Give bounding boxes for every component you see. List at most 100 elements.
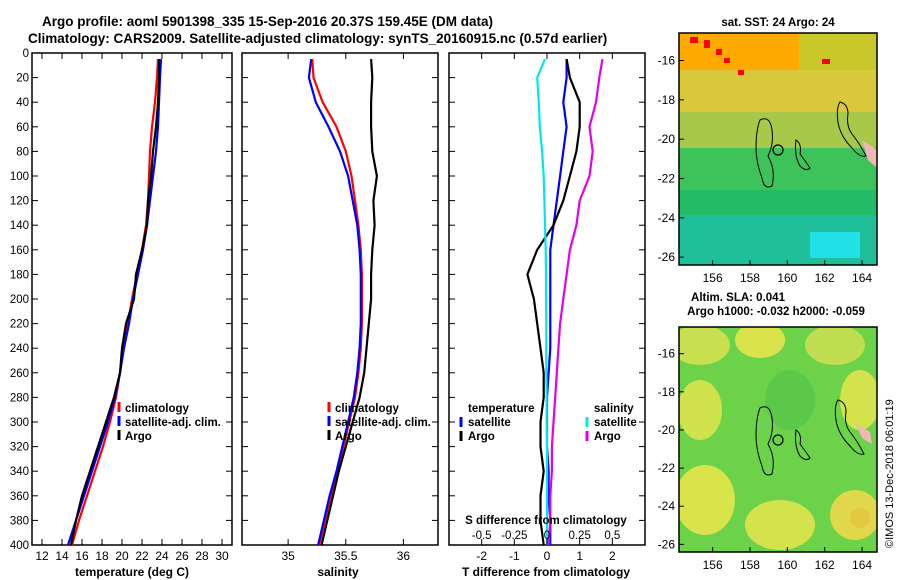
map-sla: Altim. SLA: 0.041 Argo h1000: -0.032 h20… (658, 292, 878, 572)
map-y-tick-label: -26 (658, 537, 676, 551)
temperature-legend-argo: Argo (125, 431, 152, 443)
map-y-tick-label: -18 (658, 385, 676, 399)
sst-hot-spot-5 (822, 59, 830, 64)
map-x-tick-label: 164 (852, 271, 872, 285)
map-x-tick-label: 160 (777, 271, 797, 285)
sst-coast-patch (862, 140, 877, 168)
depth-tick-label: 240 (10, 343, 29, 355)
x-tick-label: 24 (155, 549, 169, 563)
map-y-tick-label: -16 (658, 54, 676, 68)
sst-bathy-contour-2 (836, 101, 867, 157)
depth-tick-label: 180 (10, 269, 29, 281)
map-y-tick-label: -16 (658, 347, 676, 361)
sla-map-subtitle: Argo h1000: -0.032 h2000: -0.059 (687, 306, 865, 318)
map-y-tick-label: -24 (658, 211, 676, 225)
map-y-tick-label: -18 (658, 93, 676, 107)
depth-tick-label: 140 (10, 220, 29, 232)
difference-legend-title-temperature: temperature (468, 403, 534, 415)
map-sst: sat. SST: 24 Argo: 24 15 (658, 17, 878, 285)
temperature-xlabel: temperature (deg C) (75, 565, 189, 579)
sst-hot-spot-6 (738, 70, 744, 75)
map-x-tick-label: 162 (815, 558, 835, 572)
sst-argo-marker (772, 144, 784, 156)
sla-blob-9 (850, 508, 870, 528)
map-x-tick-label: 162 (815, 271, 835, 285)
map-y-tick-label: -26 (658, 250, 676, 264)
map-y-tick-label: -20 (658, 132, 676, 146)
x-tick-label: 36 (397, 549, 411, 563)
x-tick-label: 18 (95, 549, 109, 563)
x2-tick-label: 0.25 (568, 530, 590, 542)
salinity-plot-frame (241, 52, 439, 546)
depth-tick-label: 400 (10, 540, 29, 552)
sla-blob-6 (679, 465, 735, 535)
temperature-legend-climatology: climatology (125, 403, 190, 415)
sst-field-yellow (679, 70, 877, 120)
difference-legend-sal-satellite: satellite (594, 417, 637, 429)
series-line-argo (69, 59, 161, 546)
x-tick-label: 22 (135, 549, 149, 563)
sla-blob-4 (679, 380, 722, 440)
depth-tick-label: 160 (10, 245, 29, 257)
map-y-tick-label: -24 (658, 499, 676, 513)
depth-tick-label: 360 (10, 491, 29, 503)
sla-blob-1 (679, 327, 730, 365)
sla-coast-patch (856, 424, 872, 444)
imos-watermark: ©IMOS 13-Dec-2018 06:01:19 (884, 399, 896, 548)
sst-hot-spot-3 (716, 49, 722, 55)
x2-tick-label: 0.5 (604, 530, 620, 542)
salinity-legend: climatology satellite-adj. clim. Argo (327, 402, 431, 443)
title-line-1: Argo profile: aoml 5901398_335 15-Sep-20… (42, 14, 493, 29)
difference-legend-sal-argo: Argo (594, 431, 621, 443)
x-tick-label: 35 (281, 549, 295, 563)
x2-tick-label: -0.5 (472, 530, 492, 542)
sla-blob-10 (765, 370, 815, 430)
panel-temperature: 12 14 16 18 20 22 24 26 28 30 0 20 40 60 80 100 120 140 1… (10, 48, 233, 579)
sst-bathy-contour-1 (755, 118, 774, 188)
difference-legend-temp-argo: Argo (468, 431, 495, 443)
temperature-legend: climatology satellite-adj. clim. Argo (117, 402, 221, 443)
depth-tick-label: 20 (16, 73, 29, 85)
x-tick-label: 12 (35, 549, 49, 563)
difference-x2label: S difference from climatology (465, 515, 627, 527)
x-tick-label: 20 (115, 549, 129, 563)
map-y-tick-label: -22 (658, 461, 676, 475)
x-tick-label: 35.5 (334, 549, 358, 563)
series-line-salinity-argo (547, 58, 604, 546)
x-tick-label: 16 (75, 549, 89, 563)
sst-map-title: sat. SST: 24 Argo: 24 (721, 17, 835, 29)
sla-blob-7 (745, 500, 815, 550)
difference-legend: temperature satellite Argo salinity sate… (459, 403, 637, 443)
sla-map-frame (678, 326, 878, 553)
depth-tick-label: 0 (23, 48, 29, 60)
sla-bathy-contour-3 (795, 429, 811, 461)
x-tick-label: 1 (576, 549, 583, 563)
sst-field-cyan (810, 232, 860, 258)
temperature-legend-satellite: satellite-adj. clim. (125, 417, 221, 429)
x-tick-label: 28 (195, 549, 209, 563)
salinity-xlabel: salinity (317, 565, 359, 579)
map-y-tick-label: -20 (658, 423, 676, 437)
sla-map-title: Altim. SLA: 0.041 (691, 292, 786, 304)
x-tick-label: -1 (509, 549, 520, 563)
x-tick-label: 0 (544, 549, 551, 563)
salinity-legend-satellite: satellite-adj. clim. (335, 417, 431, 429)
depth-tick-label: 280 (10, 392, 29, 404)
depth-tick-label: 200 (10, 294, 29, 306)
sla-blob-2 (735, 327, 785, 358)
depth-tick-label: 320 (10, 442, 29, 454)
x-tick-label: 14 (55, 549, 69, 563)
map-x-tick-label: 158 (740, 558, 760, 572)
x-tick-label: 2 (609, 549, 616, 563)
x-tick-label: -2 (476, 549, 487, 563)
depth-tick-label: 340 (10, 466, 29, 478)
depth-tick-label: 380 (10, 515, 29, 527)
difference-xlabel: T difference from climatology (462, 565, 630, 579)
series-line-salinity-satellite (536, 58, 549, 545)
sst-hot-spot-4 (724, 58, 730, 63)
sst-field-green (679, 148, 877, 198)
depth-tick-label: 80 (16, 146, 29, 158)
sst-hot-spot-2 (704, 40, 710, 48)
sst-map-frame (678, 32, 878, 266)
sla-bathy-contour-1 (755, 406, 774, 476)
